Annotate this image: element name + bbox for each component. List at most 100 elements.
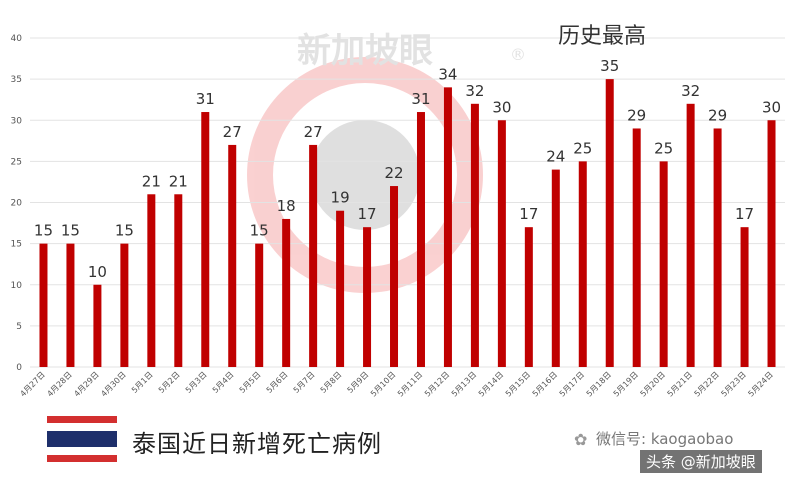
x-tick-label: 5月15日	[504, 370, 532, 398]
watermark-mark: ®	[510, 45, 526, 64]
bar	[282, 218, 291, 367]
x-tick-label: 5月21日	[666, 370, 694, 398]
x-tick-label: 5月3日	[184, 370, 209, 395]
data-label: 31	[411, 90, 430, 108]
record-high-annotation: 历史最高	[558, 24, 647, 49]
data-label: 17	[358, 205, 377, 223]
x-tick-label: 5月18日	[585, 370, 613, 398]
data-label: 32	[465, 82, 484, 100]
y-tick-label: 15	[11, 240, 22, 250]
bar	[551, 169, 560, 367]
bar	[470, 103, 479, 368]
bar	[39, 243, 48, 367]
bar	[174, 194, 183, 367]
watermark-text: 新加坡眼	[297, 31, 433, 71]
x-tick-label: 5月2日	[157, 370, 182, 395]
data-label: 27	[304, 123, 323, 141]
y-tick-label: 25	[11, 157, 22, 167]
data-label: 21	[142, 172, 161, 190]
y-tick-label: 35	[11, 75, 22, 85]
y-tick-label: 20	[11, 199, 23, 209]
x-tick-label: 5月16日	[531, 370, 559, 398]
data-label: 21	[169, 172, 188, 190]
x-tick-label: 5月8日	[319, 370, 344, 395]
bar	[632, 128, 641, 367]
bar	[120, 243, 129, 367]
data-label: 30	[492, 98, 511, 116]
bar	[255, 243, 264, 367]
bar	[605, 79, 614, 367]
data-label: 15	[115, 222, 134, 240]
data-label: 17	[735, 205, 754, 223]
data-label: 27	[223, 123, 242, 141]
x-tick-label: 4月30日	[99, 370, 127, 398]
data-label: 24	[546, 148, 565, 166]
data-label: 25	[573, 139, 592, 157]
y-tick-label: 40	[11, 34, 23, 44]
x-tick-label: 5月10日	[369, 370, 397, 398]
x-tick-label: 5月20日	[639, 370, 667, 398]
gridlines	[30, 37, 785, 368]
data-label: 10	[88, 263, 107, 281]
y-tick-label: 30	[11, 116, 23, 126]
x-tick-label: 5月9日	[346, 370, 371, 395]
y-tick-label: 10	[11, 281, 23, 291]
bar	[390, 186, 399, 367]
x-tick-label: 5月11日	[396, 370, 424, 398]
toutiao-credit: 头条 @新加坡眼	[640, 450, 762, 473]
x-tick-label: 5月12日	[423, 370, 451, 398]
x-tick-label: 5月1日	[130, 370, 155, 395]
y-axis: 0 5 10 15 20 25 30 35 40	[11, 34, 23, 373]
data-label: 30	[762, 98, 781, 116]
data-labels: 15 15 10 15 21 21 31 27 15 18 27 19 17 22 31 34 32 30 17 24…	[34, 57, 781, 281]
x-tick-label: 5月4日	[211, 370, 236, 395]
bar	[309, 144, 318, 367]
x-tick-label: 5月6日	[265, 370, 290, 395]
bar	[336, 210, 345, 367]
bars	[39, 79, 776, 368]
x-tick-label: 5月19日	[612, 370, 640, 398]
x-tick-label: 5月5日	[238, 370, 263, 395]
data-label: 22	[384, 164, 403, 182]
x-tick-label: 5月23日	[719, 370, 747, 398]
bar	[443, 87, 452, 367]
data-label: 34	[438, 65, 457, 83]
x-tick-label: 5月17日	[558, 370, 586, 398]
x-tick-label: 5月13日	[450, 370, 478, 398]
data-label: 15	[61, 222, 80, 240]
bar	[713, 128, 722, 367]
data-label: 25	[654, 139, 673, 157]
data-label: 19	[331, 189, 350, 207]
chart-title: 泰国近日新增死亡病例	[132, 430, 382, 458]
bar	[740, 227, 749, 367]
thailand-flag-icon	[47, 416, 117, 462]
data-label: 17	[519, 205, 538, 223]
y-tick-label: 0	[16, 363, 22, 373]
data-label: 29	[708, 106, 727, 124]
bar	[497, 120, 506, 367]
y-tick-label: 5	[16, 322, 22, 332]
bar	[659, 161, 668, 367]
bar	[578, 161, 587, 367]
data-label: 15	[250, 222, 269, 240]
bar	[201, 112, 210, 368]
x-tick-label: 5月14日	[477, 370, 505, 398]
bar	[416, 112, 425, 368]
bar	[93, 284, 102, 367]
wechat-icon: ✿	[574, 430, 588, 449]
bar	[147, 194, 156, 367]
data-label: 31	[196, 90, 215, 108]
x-tick-label: 5月22日	[693, 370, 721, 398]
x-tick-label: 5月7日	[292, 370, 317, 395]
bar	[363, 227, 372, 367]
x-tick-label: 5月24日	[746, 370, 774, 398]
bar	[66, 243, 75, 367]
data-label: 15	[34, 222, 53, 240]
wechat-credit: 微信号: kaogaobao	[596, 430, 734, 448]
bar	[524, 227, 533, 367]
data-label: 29	[627, 106, 646, 124]
x-tick-label: 4月29日	[72, 370, 100, 398]
